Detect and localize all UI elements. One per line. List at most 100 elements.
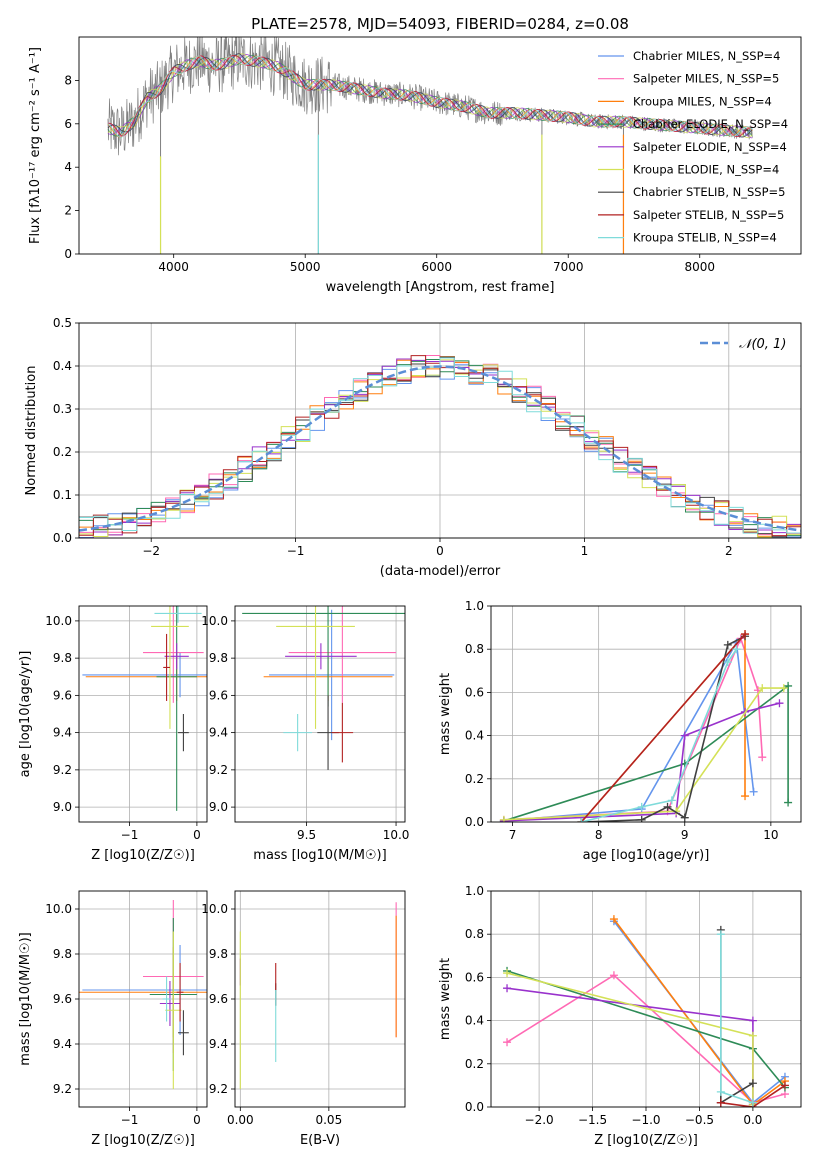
weight_vs_Z-ticks: −2.0 −1.5 −1.0 −0.5 0.0 0.0 0.2 0.4 0.6 0.8 1.0 bbox=[465, 884, 763, 1127]
age_vs_mass-grid bbox=[235, 606, 405, 822]
weight_vs_age-frame bbox=[490, 605, 802, 823]
residuals-marks bbox=[79, 355, 801, 538]
panel-residuals: −2 −1 0 1 2 0.0 0.1 0.2 0.3 0.4 0.5 (data-model)/er… bbox=[24, 316, 802, 579]
weight-marker bbox=[748, 1079, 757, 1088]
gaussian-curve bbox=[79, 365, 801, 532]
error-bar-point bbox=[151, 606, 189, 729]
y-tick-label: 8 bbox=[64, 73, 72, 87]
spectrum-marks bbox=[107, 37, 753, 254]
x-tick-label: 6000 bbox=[421, 260, 452, 274]
y-tick-label: 1.0 bbox=[465, 599, 484, 613]
spectrum-xlabel: wavelength [Angstrom, rest frame] bbox=[326, 280, 555, 295]
age_vs_Z-frame bbox=[78, 605, 208, 823]
legend-label: Kroupa MILES, N_SSP=4 bbox=[633, 94, 772, 108]
weight-marker bbox=[716, 1087, 725, 1096]
error-bar-point bbox=[163, 633, 170, 701]
x-tick-label: 9.5 bbox=[297, 828, 316, 842]
legend-label: Salpeter MILES, N_SSP=5 bbox=[633, 72, 779, 86]
weight-series bbox=[716, 930, 757, 1107]
weight-marker bbox=[503, 984, 512, 993]
spectrum-model-line bbox=[107, 53, 753, 138]
weight-marker bbox=[723, 640, 732, 649]
y-tick-label: 0.2 bbox=[465, 1057, 484, 1071]
panel-weight_vs_age: 7 8 9 10 0.0 0.2 0.4 0.6 0.8 1.0 age [log10(age/yr… bbox=[438, 599, 802, 863]
error-bar-point bbox=[285, 643, 357, 670]
weight-marker bbox=[716, 930, 725, 939]
y-tick-label: 0.0 bbox=[465, 815, 484, 829]
weight-marker bbox=[680, 813, 689, 822]
y-tick-label: 9.8 bbox=[209, 651, 228, 665]
weight-line bbox=[581, 635, 746, 822]
age_vs_Z-grid bbox=[79, 606, 207, 822]
y-tick-label: 9.4 bbox=[209, 1037, 228, 1051]
weight-line bbox=[720, 1084, 786, 1107]
y-tick-label: 0.6 bbox=[465, 685, 484, 699]
weight-marker bbox=[716, 1098, 725, 1107]
error-bar-point bbox=[82, 652, 207, 698]
weight-marker bbox=[503, 969, 512, 978]
age_vs_Z-ticks: −1 0 9.0 9.2 9.4 9.6 9.8 10.0 bbox=[45, 614, 200, 842]
weight-marker bbox=[723, 658, 732, 667]
residuals-ticks: −2 −1 0 1 2 0.0 0.1 0.2 0.3 0.4 0.5 bbox=[53, 316, 733, 558]
mass_vs_Z-frame bbox=[78, 890, 208, 1108]
weight_vs_age-xlabel: age [log10(age/yr)] bbox=[583, 848, 710, 863]
weight-marker bbox=[748, 1098, 757, 1107]
y-tick-label: 0.2 bbox=[465, 772, 484, 786]
y-tick-label: 6 bbox=[64, 117, 72, 131]
panel-age_vs_mass: 9.5 10.0 9.0 9.2 9.4 9.6 9.8 10.0 mass [log10(M/… bbox=[201, 605, 409, 863]
y-tick-label: 9.0 bbox=[53, 800, 72, 814]
weight_vs_Z-frame bbox=[490, 890, 802, 1108]
x-tick-label: −1 bbox=[121, 828, 139, 842]
error-bar-point bbox=[165, 931, 182, 1089]
x-tick-label: 0 bbox=[193, 828, 201, 842]
weight_vs_Z-marks bbox=[503, 915, 789, 1107]
y-tick-label: 0.0 bbox=[465, 1100, 484, 1114]
error-bar-point bbox=[269, 609, 395, 741]
weight-marker bbox=[748, 1031, 757, 1040]
x-tick-label: 4000 bbox=[158, 260, 189, 274]
spectrum-legend: Chabrier MILES, N_SSP=4 Salpeter MILES, N… bbox=[598, 49, 788, 245]
x-tick-label: 9 bbox=[681, 828, 689, 842]
weight-series bbox=[716, 1081, 789, 1107]
legend-label: Chabrier MILES, N_SSP=4 bbox=[633, 49, 780, 63]
histogram-step bbox=[79, 357, 801, 534]
mass_vs_ebv-ticks: 0.00 0.05 9.2 9.4 9.6 9.8 10.0 bbox=[201, 902, 342, 1127]
error-bar-point bbox=[242, 606, 405, 707]
weight-series bbox=[577, 645, 741, 822]
weight_vs_Z-ylabel: mass weight bbox=[438, 958, 453, 1040]
y-tick-label: 0.0 bbox=[53, 531, 72, 545]
residuals-frame bbox=[78, 322, 802, 539]
y-tick-label: 10.0 bbox=[45, 902, 72, 916]
mass_vs_Z-grid bbox=[79, 891, 207, 1107]
y-tick-label: 0.1 bbox=[53, 488, 72, 502]
x-tick-label: 0.0 bbox=[743, 1113, 762, 1127]
panel-age_vs_Z: −1 0 9.0 9.2 9.4 9.6 9.8 10.0 Z [log10(Z/Z☉)] age… bbox=[18, 605, 208, 863]
y-tick-label: 0.4 bbox=[53, 359, 72, 373]
error-bar-point bbox=[159, 981, 181, 1026]
error-bar-point bbox=[176, 963, 184, 1022]
legend-label: Salpeter STELIB, N_SSP=5 bbox=[633, 208, 784, 222]
error-bar-point bbox=[156, 606, 197, 811]
weight-marker bbox=[577, 818, 586, 822]
weight-marker bbox=[663, 802, 672, 811]
y-tick-label: 10.0 bbox=[201, 614, 228, 628]
weight-series bbox=[499, 684, 788, 822]
x-tick-label: −1 bbox=[121, 1113, 139, 1127]
error-bar-point bbox=[178, 1010, 189, 1056]
residuals-ylabel: Normed distribution bbox=[24, 366, 39, 496]
legend-label: Kroupa STELIB, N_SSP=4 bbox=[633, 231, 777, 245]
y-tick-label: 1.0 bbox=[465, 884, 484, 898]
x-tick-label: −0.5 bbox=[685, 1113, 714, 1127]
spectrum-model-line bbox=[107, 53, 753, 138]
legend-label: Salpeter ELODIE, N_SSP=4 bbox=[633, 140, 787, 154]
x-tick-label: −1 bbox=[287, 544, 305, 558]
x-tick-label: 7 bbox=[509, 828, 517, 842]
y-tick-label: 9.2 bbox=[53, 1082, 72, 1096]
y-tick-label: 9.8 bbox=[53, 947, 72, 961]
mass_vs_Z-xlabel: Z [log10(Z/Z☉)] bbox=[91, 1133, 195, 1148]
error-bar-point bbox=[178, 714, 189, 752]
weight-marker bbox=[680, 731, 689, 740]
age_vs_mass-ticks: 9.5 10.0 9.0 9.2 9.4 9.6 9.8 10.0 bbox=[201, 614, 409, 842]
age_vs_mass-frame bbox=[234, 605, 406, 823]
